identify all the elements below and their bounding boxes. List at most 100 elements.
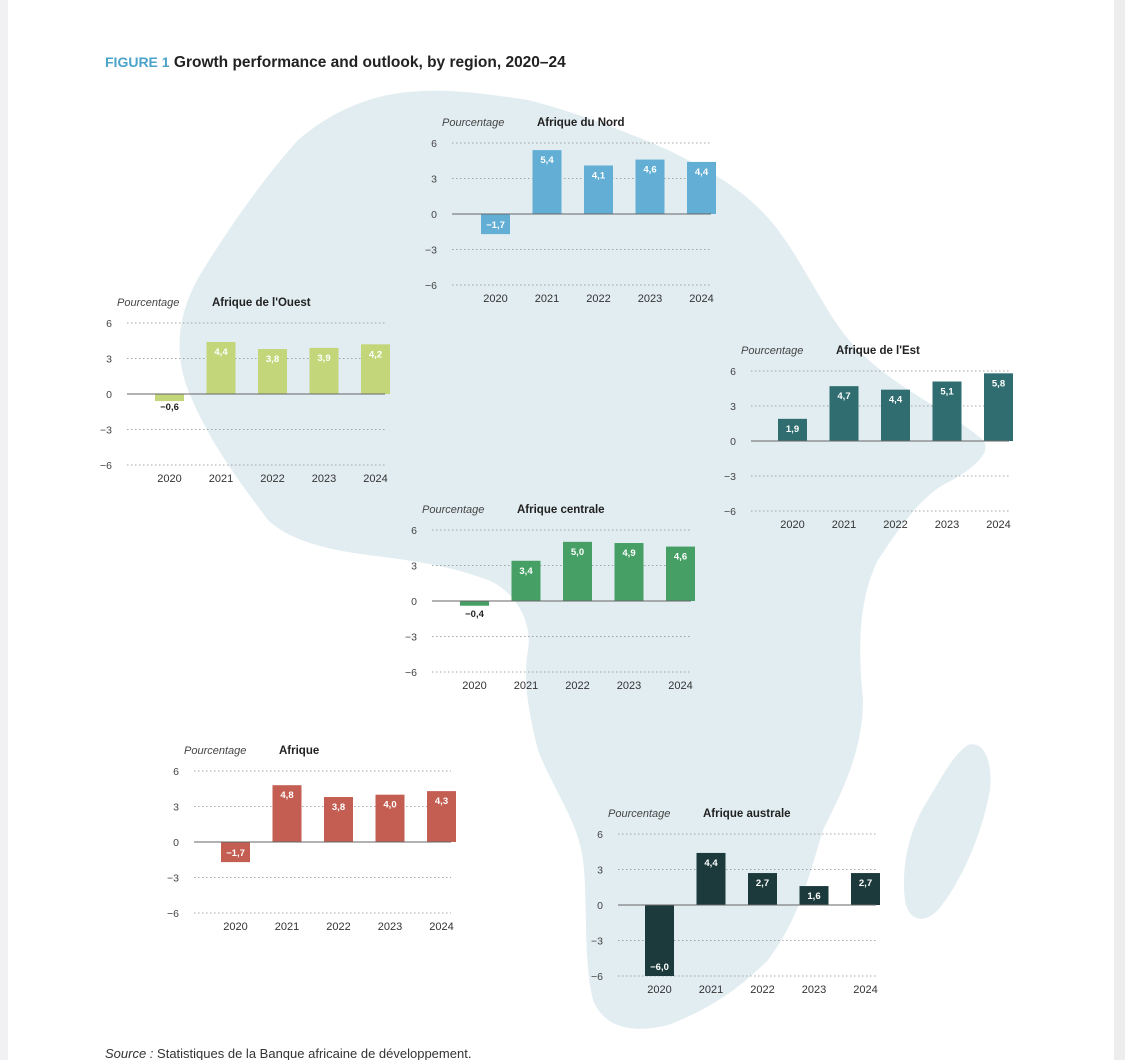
figure-label: FIGURE 1 [105, 54, 170, 70]
value-label: −1,7 [226, 848, 245, 859]
chart-afrique-centrale: Pourcentage Afrique centrale 6 3 0 −3 −6 −0,4 3,… [405, 504, 695, 692]
bar-2024 [666, 546, 695, 601]
value-label: 3,4 [519, 566, 533, 577]
bar-2021 [272, 785, 302, 842]
x-tick-label: 2020 [483, 293, 507, 305]
y-tick-label: −6 [405, 667, 417, 679]
value-label: −1,7 [486, 220, 505, 231]
bar-2021 [696, 852, 726, 905]
x-tick-label: 2023 [617, 680, 641, 692]
source-note: Source : Statistiques de la Banque afric… [105, 1046, 471, 1060]
value-label: 4,4 [214, 347, 228, 358]
x-tick-label: 2024 [853, 984, 877, 996]
y-tick-label: 3 [730, 401, 736, 413]
value-label: 3,8 [266, 354, 279, 365]
x-tick-label: 2022 [750, 984, 774, 996]
value-label: 4,0 [383, 800, 396, 811]
bar-2020 [155, 394, 184, 402]
y-tick-label: −6 [167, 908, 179, 920]
y-axis-label: Pourcentage [422, 504, 484, 516]
y-tick-label: 3 [597, 865, 603, 877]
bar-2024 [687, 161, 716, 214]
x-tick-label: 2023 [378, 921, 402, 933]
bar-2022 [584, 165, 613, 214]
value-label: 4,3 [435, 796, 448, 807]
y-tick-label: −3 [724, 471, 736, 483]
y-tick-label: 0 [597, 900, 603, 912]
value-label: 4,1 [592, 170, 606, 181]
x-tick-label: 2022 [326, 921, 350, 933]
x-tick-label: 2021 [832, 519, 856, 531]
value-label: 4,7 [837, 391, 850, 402]
y-tick-label: 0 [730, 436, 736, 448]
y-tick-label: −6 [591, 971, 603, 983]
x-tick-label: 2023 [802, 984, 826, 996]
value-label: 3,9 [317, 353, 330, 364]
bar-2020 [481, 214, 510, 235]
bar-2022 [258, 349, 287, 394]
figure-title-text: Growth performance and outlook, by regio… [173, 54, 566, 71]
value-label: 4,4 [704, 858, 718, 869]
bar-2024 [984, 373, 1013, 441]
y-tick-label: 3 [411, 561, 417, 573]
value-label: 4,8 [280, 790, 293, 801]
x-tick-label: 2024 [429, 921, 453, 933]
y-tick-label: 0 [173, 837, 179, 849]
y-axis-label: Pourcentage [442, 117, 504, 129]
figure-title: FIGURE 1 Growth performance and outlook,… [105, 54, 566, 72]
bar-2023 [375, 794, 405, 842]
x-tick-label: 2020 [223, 921, 247, 933]
x-tick-label: 2021 [699, 984, 723, 996]
x-tick-label: 2023 [935, 519, 959, 531]
y-axis-label: Pourcentage [741, 345, 803, 357]
y-tick-label: 6 [411, 525, 417, 537]
bar-2024 [361, 344, 390, 394]
bar-2023 [932, 381, 962, 441]
source-label: Source : [105, 1046, 154, 1060]
chart-title: Afrique du Nord [537, 117, 625, 129]
x-tick-label: 2021 [535, 293, 559, 305]
chart-afrique: Pourcentage Afrique 6 3 0 −3 −6 −1,7 4,8 3,8 4,0 4,… [167, 745, 456, 933]
x-tick-label: 2020 [647, 984, 671, 996]
y-tick-label: 6 [431, 138, 437, 150]
value-label: −0,6 [160, 402, 179, 413]
bar-2023 [635, 159, 665, 214]
x-tick-label: 2022 [883, 519, 907, 531]
chart-afrique-de-l-est: Pourcentage Afrique de l'Est 6 3 0 −3 −6 1,9 4,7… [724, 345, 1013, 531]
y-tick-label: −3 [425, 245, 437, 257]
y-axis-label: Pourcentage [608, 808, 670, 820]
y-tick-label: 3 [106, 354, 112, 366]
bar-2020 [778, 418, 807, 441]
value-label: 2,7 [756, 878, 769, 889]
value-label: 4,6 [674, 552, 687, 563]
bar-2021 [206, 341, 236, 394]
value-label: 4,4 [695, 167, 709, 178]
value-label: 5,8 [992, 378, 1005, 389]
value-label: 4,2 [369, 349, 382, 360]
chart-afrique-du-nord: Pourcentage Afrique du Nord 6 3 0 −3 −6 −1,7 5,4… [425, 117, 716, 305]
chart-title: Afrique [279, 745, 319, 757]
bar-2021 [829, 386, 859, 441]
bar-2023 [614, 543, 644, 601]
x-tick-label: 2024 [363, 473, 387, 485]
bar-2020 [221, 842, 250, 863]
bar-2020 [645, 905, 674, 976]
chart-title: Afrique de l'Est [836, 345, 920, 357]
y-tick-label: −6 [425, 280, 437, 292]
x-tick-label: 2021 [209, 473, 233, 485]
chart-title: Afrique australe [703, 808, 791, 820]
bar-2022 [748, 873, 777, 905]
figure-page: FIGURE 1 Growth performance and outlook,… [8, 0, 1114, 1060]
bar-2024 [851, 873, 880, 905]
y-tick-label: 0 [431, 209, 437, 221]
y-tick-label: −6 [100, 460, 112, 472]
bar-2023 [309, 347, 339, 394]
x-tick-label: 2024 [689, 293, 713, 305]
value-label: 1,9 [786, 424, 799, 435]
value-label: 3,8 [332, 802, 345, 813]
y-tick-label: −3 [591, 936, 603, 948]
chart-afrique-de-l-ouest: Pourcentage Afrique de l'Ouest 6 3 0 −3 −6 −0,6… [100, 297, 390, 485]
value-label: −0,4 [465, 609, 484, 620]
y-tick-label: −3 [405, 632, 417, 644]
y-tick-label: −6 [724, 506, 736, 518]
